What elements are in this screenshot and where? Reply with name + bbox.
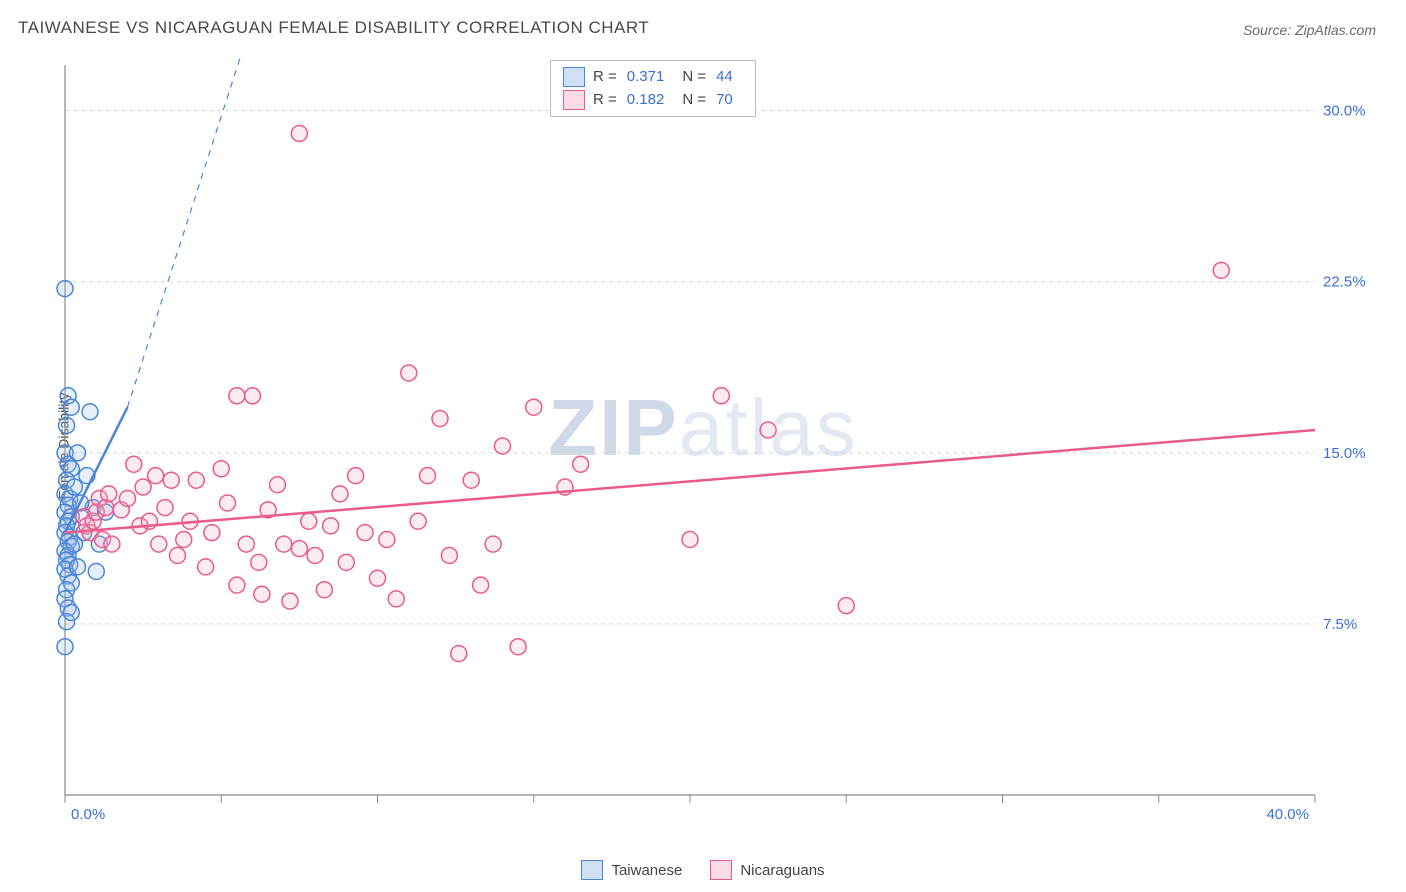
- correlation-legend: R = 0.371 N = 44 R = 0.182 N = 70: [550, 60, 756, 117]
- data-point: [245, 388, 261, 404]
- data-point: [357, 525, 373, 541]
- data-point: [135, 479, 151, 495]
- data-point: [220, 495, 236, 511]
- series-legend-label: Nicaraguans: [740, 862, 824, 879]
- data-point: [316, 582, 332, 598]
- data-point: [213, 461, 229, 477]
- data-point: [301, 513, 317, 529]
- legend-swatch: [581, 860, 603, 880]
- data-point: [101, 486, 117, 502]
- legend-swatch: [710, 860, 732, 880]
- legend-swatch: [563, 67, 585, 87]
- data-point: [63, 399, 79, 415]
- data-point: [120, 490, 136, 506]
- svg-text:7.5%: 7.5%: [1323, 616, 1357, 633]
- data-point: [66, 479, 82, 495]
- data-point: [291, 125, 307, 141]
- data-point: [198, 559, 214, 575]
- data-point: [176, 532, 192, 548]
- data-point: [838, 598, 854, 614]
- legend-r-value: 0.371: [627, 66, 665, 89]
- svg-text:22.5%: 22.5%: [1323, 274, 1366, 291]
- data-point: [473, 577, 489, 593]
- data-point: [229, 388, 245, 404]
- legend-r-label: R =: [593, 66, 617, 89]
- legend-swatch: [563, 90, 585, 110]
- data-point: [463, 472, 479, 488]
- data-point: [307, 547, 323, 563]
- data-point: [291, 541, 307, 557]
- data-point: [388, 591, 404, 607]
- svg-text:15.0%: 15.0%: [1323, 445, 1366, 462]
- svg-text:30.0%: 30.0%: [1323, 103, 1366, 120]
- series-legend-item: Taiwanese: [581, 860, 682, 880]
- data-point: [104, 536, 120, 552]
- data-point: [270, 477, 286, 493]
- data-point: [432, 411, 448, 427]
- legend-n-label: N =: [682, 89, 706, 112]
- data-point: [410, 513, 426, 529]
- data-point: [238, 536, 254, 552]
- data-point: [441, 547, 457, 563]
- data-point: [495, 438, 511, 454]
- data-point: [760, 422, 776, 438]
- data-point: [420, 468, 436, 484]
- series-legend: Taiwanese Nicaraguans: [0, 860, 1406, 884]
- data-point: [451, 646, 467, 662]
- data-point: [251, 554, 267, 570]
- legend-n-value: 70: [716, 89, 733, 112]
- svg-text:40.0%: 40.0%: [1266, 806, 1309, 823]
- data-point: [682, 532, 698, 548]
- data-point: [148, 468, 164, 484]
- data-point: [63, 605, 79, 621]
- data-point: [151, 536, 167, 552]
- data-point: [188, 472, 204, 488]
- data-point: [401, 365, 417, 381]
- chart-title: TAIWANESE VS NICARAGUAN FEMALE DISABILIT…: [18, 18, 649, 38]
- data-point: [282, 593, 298, 609]
- data-point: [370, 570, 386, 586]
- data-point: [323, 518, 339, 534]
- data-point: [70, 559, 86, 575]
- data-point: [332, 486, 348, 502]
- legend-n-value: 44: [716, 66, 733, 89]
- data-point: [338, 554, 354, 570]
- data-point: [204, 525, 220, 541]
- source-label: Source: ZipAtlas.com: [1243, 22, 1376, 38]
- data-point: [276, 536, 292, 552]
- series-legend-label: Taiwanese: [611, 862, 682, 879]
- data-point: [229, 577, 245, 593]
- data-point: [157, 500, 173, 516]
- data-point: [573, 456, 589, 472]
- data-point: [485, 536, 501, 552]
- data-point: [126, 456, 142, 472]
- data-point: [88, 563, 104, 579]
- legend-r-value: 0.182: [627, 89, 665, 112]
- data-point: [510, 639, 526, 655]
- data-point: [163, 472, 179, 488]
- data-point: [1213, 262, 1229, 278]
- data-point: [59, 417, 75, 433]
- plot-svg: 0.0% 40.0% 7.5% 15.0% 22.5% 30.0%: [55, 55, 1375, 825]
- trend-line-extension: [128, 55, 253, 407]
- data-point: [82, 404, 98, 420]
- legend-row: R = 0.371 N = 44: [563, 66, 743, 89]
- legend-row: R = 0.182 N = 70: [563, 89, 743, 112]
- data-point: [66, 536, 82, 552]
- data-point: [254, 586, 270, 602]
- series-legend-item: Nicaraguans: [710, 860, 824, 880]
- data-point: [70, 445, 86, 461]
- legend-n-label: N =: [682, 66, 706, 89]
- data-point: [526, 399, 542, 415]
- data-point: [57, 281, 73, 297]
- data-point: [348, 468, 364, 484]
- legend-r-label: R =: [593, 89, 617, 112]
- data-point: [713, 388, 729, 404]
- scatter-plot: 0.0% 40.0% 7.5% 15.0% 22.5% 30.0%: [55, 55, 1375, 825]
- data-point: [379, 532, 395, 548]
- data-point: [57, 639, 73, 655]
- data-point: [170, 547, 186, 563]
- svg-text:0.0%: 0.0%: [71, 806, 105, 823]
- trend-line: [65, 430, 1315, 533]
